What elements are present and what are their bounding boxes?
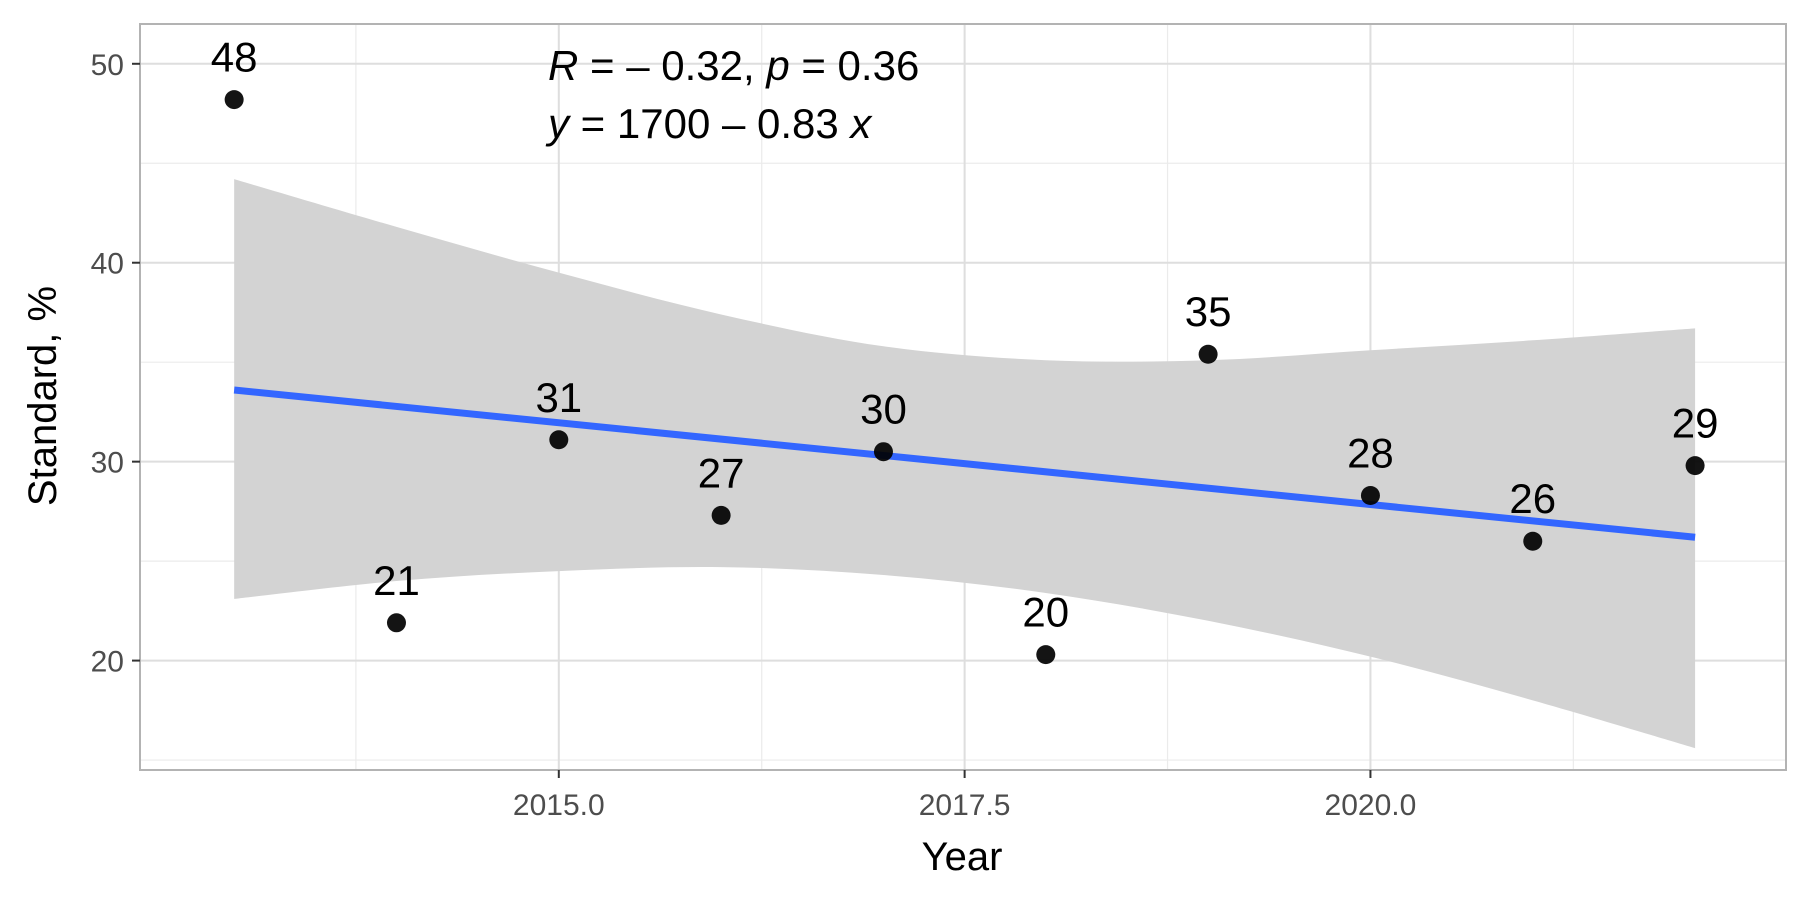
x-tick-label: 2017.5 bbox=[919, 789, 1011, 822]
y-tick-label: 20 bbox=[91, 646, 124, 679]
y-axis-title: Standard, % bbox=[21, 286, 65, 506]
data-label: 35 bbox=[1185, 288, 1232, 335]
data-label: 26 bbox=[1509, 475, 1556, 522]
data-point bbox=[1036, 645, 1056, 665]
data-label: 21 bbox=[373, 557, 420, 604]
y-tick-label: 30 bbox=[91, 447, 124, 480]
x-axis-ticks: 2015.0 2017.5 2020.0 bbox=[513, 770, 1416, 822]
x-axis-title: Year bbox=[922, 835, 1003, 879]
data-point bbox=[1523, 531, 1543, 551]
data-point bbox=[386, 613, 406, 633]
data-point bbox=[711, 505, 731, 525]
data-labels: 48 21 31 27 30 20 35 28 26 29 bbox=[211, 34, 1719, 636]
regression-line bbox=[233, 386, 1696, 541]
y-tick-label: 50 bbox=[91, 49, 124, 82]
y-axis-ticks: 20 30 40 50 bbox=[91, 49, 140, 679]
correlation-annotation: R = – 0.32, p = 0.36 bbox=[548, 42, 919, 89]
data-point bbox=[1685, 456, 1705, 476]
x-tick-label: 2020.0 bbox=[1325, 789, 1417, 822]
data-label: 29 bbox=[1672, 400, 1719, 447]
data-point bbox=[1198, 344, 1218, 364]
data-label: 28 bbox=[1347, 429, 1394, 476]
data-label: 20 bbox=[1022, 589, 1069, 636]
regression-equation-annotation: y = 1700 – 0.83 x bbox=[545, 100, 873, 147]
x-tick-label: 2015.0 bbox=[513, 789, 605, 822]
data-label: 27 bbox=[698, 449, 745, 496]
data-label: 48 bbox=[211, 34, 258, 81]
plot-panel-border bbox=[139, 23, 1787, 771]
data-point bbox=[549, 430, 569, 450]
regression-line-layer bbox=[233, 386, 1696, 541]
data-point bbox=[873, 442, 893, 462]
y-tick-label: 40 bbox=[91, 248, 124, 281]
data-label: 30 bbox=[860, 386, 907, 433]
data-point bbox=[224, 90, 244, 110]
data-label: 31 bbox=[535, 374, 582, 421]
data-point bbox=[1360, 485, 1380, 505]
data-points bbox=[224, 90, 1705, 665]
